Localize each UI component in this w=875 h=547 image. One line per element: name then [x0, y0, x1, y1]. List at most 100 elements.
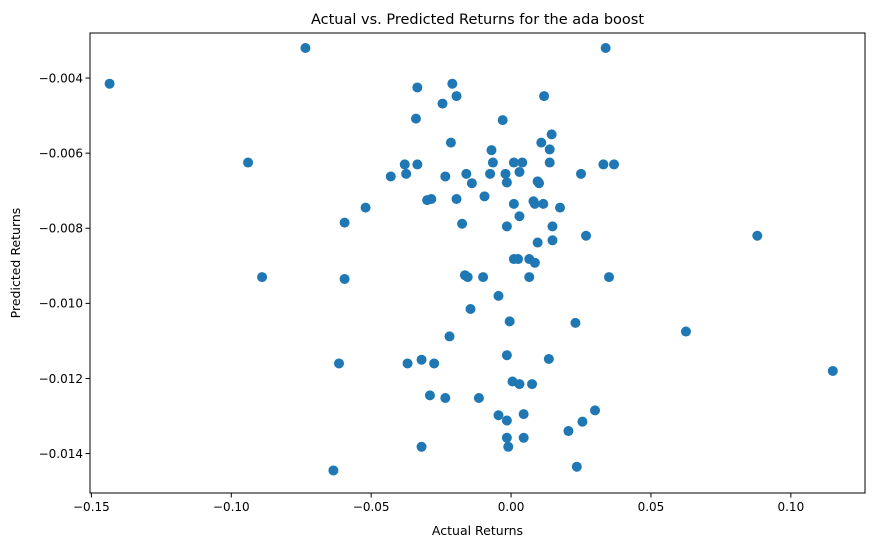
- y-tick-label: −0.006: [39, 146, 83, 160]
- scatter-point: [497, 115, 508, 126]
- scatter-point: [603, 272, 614, 283]
- scatter-point: [426, 193, 437, 204]
- scatter-point: [360, 202, 371, 213]
- x-tick-label: −0.05: [353, 500, 390, 514]
- scatter-point: [445, 137, 456, 148]
- scatter-point: [429, 358, 440, 369]
- scatter-point: [410, 113, 421, 124]
- points-layer: [104, 43, 838, 476]
- scatter-point: [518, 432, 529, 443]
- scatter-point: [547, 235, 558, 246]
- scatter-point: [462, 272, 473, 283]
- scatter-point: [514, 379, 525, 390]
- scatter-point: [402, 358, 413, 369]
- scatter-point: [543, 353, 554, 364]
- scatter-point: [529, 198, 540, 209]
- scatter-point: [576, 168, 587, 179]
- scatter-point: [571, 461, 582, 472]
- y-tick-label: −0.010: [39, 297, 83, 311]
- scatter-point: [444, 331, 455, 342]
- x-tick-label: −0.15: [73, 500, 110, 514]
- chart-title: Actual vs. Predicted Returns for the ada…: [311, 12, 644, 28]
- y-axis: −0.014 −0.012 −0.010 −0.008 −0.006 −0.004: [39, 71, 90, 461]
- scatter-point: [501, 415, 512, 426]
- scatter-point: [577, 416, 588, 427]
- scatter-point: [451, 91, 462, 102]
- scatter-point: [501, 221, 512, 232]
- scatter-point: [524, 272, 535, 283]
- scatter-point: [412, 82, 423, 93]
- scatter-point: [508, 198, 519, 209]
- scatter-point: [339, 217, 350, 228]
- x-tick-label: 0.00: [498, 500, 525, 514]
- y-tick-label: −0.012: [39, 372, 83, 386]
- scatter-point: [538, 198, 549, 209]
- scatter-point: [447, 78, 458, 89]
- scatter-point: [827, 365, 838, 376]
- scatter-point: [412, 159, 423, 170]
- scatter-point: [440, 171, 451, 182]
- scatter-point: [300, 43, 311, 54]
- scatter-point: [539, 91, 550, 102]
- scatter-point: [513, 254, 524, 265]
- scatter-point: [547, 221, 558, 232]
- scatter-point: [555, 202, 566, 213]
- scatter-point: [563, 426, 574, 437]
- scatter-point: [532, 237, 543, 248]
- scatter-point: [493, 410, 504, 421]
- scatter-point: [479, 191, 490, 202]
- scatter-point: [500, 168, 511, 179]
- scatter-point: [680, 326, 691, 337]
- scatter-point: [466, 178, 477, 189]
- scatter-point: [501, 432, 512, 443]
- scatter-point: [486, 145, 497, 156]
- scatter-point: [437, 98, 448, 109]
- scatter-point: [339, 273, 350, 284]
- plot-frame: [89, 32, 866, 494]
- x-tick-label: −0.10: [213, 500, 250, 514]
- y-tick-label: −0.004: [39, 71, 83, 85]
- scatter-point: [385, 171, 396, 182]
- scatter-point: [487, 157, 498, 168]
- y-tick-label: −0.008: [39, 222, 83, 236]
- x-axis-label: Actual Returns: [432, 523, 523, 538]
- x-tick-label: 0.10: [777, 500, 804, 514]
- y-axis-label: Predicted Returns: [8, 208, 23, 319]
- scatter-point: [546, 129, 557, 140]
- scatter-point: [485, 168, 496, 179]
- scatter-point: [399, 159, 410, 170]
- scatter-point: [503, 441, 514, 452]
- scatter-point: [424, 390, 435, 401]
- scatter-point: [514, 211, 525, 222]
- scatter-point: [544, 157, 555, 168]
- scatter-point: [501, 350, 512, 361]
- scatter-point: [527, 379, 538, 390]
- scatter-point: [451, 193, 462, 204]
- scatter-point: [478, 272, 489, 283]
- scatter-point: [544, 144, 555, 155]
- scatter-point: [517, 157, 528, 168]
- scatter-point: [493, 290, 504, 301]
- scatter-point: [752, 230, 763, 241]
- scatter-point: [508, 157, 519, 168]
- scatter-point: [518, 409, 529, 420]
- scatter-point: [501, 177, 512, 188]
- scatter-point: [416, 441, 427, 452]
- scatter-point: [243, 157, 254, 168]
- scatter-point: [416, 354, 427, 365]
- y-tick-label: −0.014: [39, 447, 83, 461]
- scatter-point: [529, 257, 540, 268]
- scatter-point: [461, 168, 472, 179]
- scatter-point: [590, 405, 601, 416]
- scatter-point: [104, 78, 115, 89]
- x-tick-label: 0.05: [638, 500, 665, 514]
- scatter-point: [504, 316, 515, 327]
- scatter-point: [534, 178, 545, 189]
- scatter-point: [609, 159, 620, 170]
- scatter-point: [598, 159, 609, 170]
- scatter-point: [334, 358, 345, 369]
- scatter-point: [600, 43, 611, 54]
- scatter-point: [570, 317, 581, 328]
